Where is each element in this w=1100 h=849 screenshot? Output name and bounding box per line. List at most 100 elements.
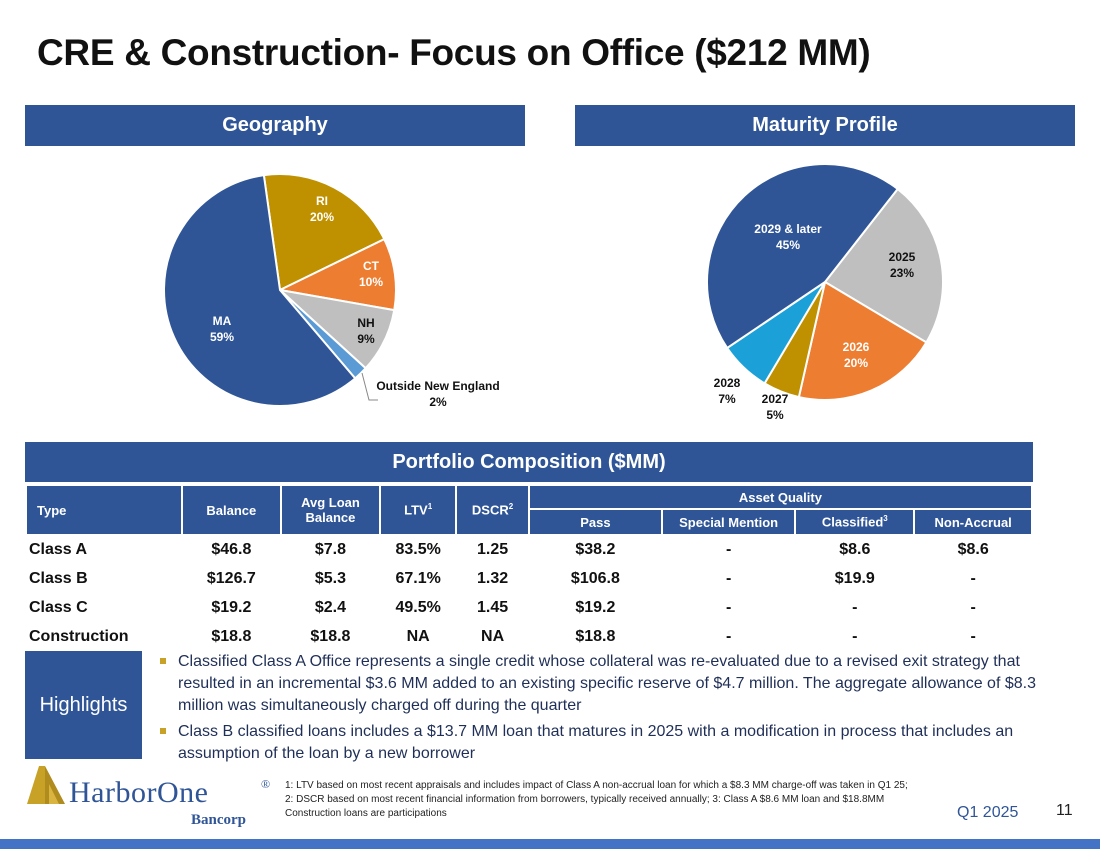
cell-special-mention: - bbox=[725, 598, 732, 616]
cell-pass: $19.2 bbox=[575, 598, 616, 616]
geo-pct-nh: 9% bbox=[357, 332, 375, 346]
mat-pct-2026: 20% bbox=[844, 356, 868, 370]
geography-pie-chart: RI 20% CT 10% NH 9% Outside New England 2% MA 59% bbox=[163, 173, 500, 409]
geo-slice-ma bbox=[163, 173, 357, 407]
mat-slice-2026 bbox=[797, 280, 928, 402]
harborone-logo: HarborOne ® Bancorp bbox=[27, 766, 270, 828]
cell-special-mention: - bbox=[725, 540, 732, 558]
cell-ltv: 49.5% bbox=[395, 598, 441, 616]
geo-slice-ct bbox=[276, 237, 397, 312]
logo-bancorp: Bancorp bbox=[191, 812, 246, 828]
col-dscr: DSCR2 bbox=[457, 486, 528, 534]
cell-ltv: 83.5% bbox=[395, 540, 441, 558]
geo-label-ct: CT bbox=[363, 259, 380, 273]
cell-special-mention: - bbox=[725, 569, 732, 587]
cell-type: Class B bbox=[29, 569, 88, 587]
mat-label-2025: 2025 bbox=[889, 250, 916, 264]
geo-label-outside-new-england: Outside New England bbox=[376, 379, 499, 393]
geo-label-ri: RI bbox=[316, 194, 328, 208]
col-ltv: LTV1 bbox=[380, 486, 456, 534]
maturity-profile-header: Maturity Profile bbox=[575, 105, 1075, 146]
highlight-bullet: Class B classified loans includes a $13.… bbox=[160, 721, 1040, 765]
cell-balance: $18.8 bbox=[211, 627, 252, 645]
cell-dscr: 1.45 bbox=[477, 598, 509, 616]
cell-type: Class A bbox=[29, 540, 88, 558]
mat-label-2027: 2027 bbox=[762, 392, 789, 406]
col-classified-label: Classified bbox=[821, 514, 884, 530]
col-avg-loan-balance: Avg Loan Balance bbox=[281, 486, 379, 534]
col-ltv-label: LTV bbox=[404, 502, 428, 518]
page-title: CRE & Construction- Focus on Office ($21… bbox=[37, 32, 871, 73]
portfolio-composition-header: Portfolio Composition ($MM) bbox=[25, 442, 1033, 482]
cell-balance: $126.7 bbox=[206, 569, 256, 587]
geo-label-ma: MA bbox=[213, 314, 232, 328]
geo-pct-ct: 10% bbox=[359, 275, 383, 289]
cell-classified: - bbox=[852, 627, 858, 645]
cell-avg-loan: $18.8 bbox=[310, 627, 351, 645]
logo-registered: ® bbox=[261, 777, 270, 791]
mat-slice-2025 bbox=[823, 187, 945, 344]
mat-pct-2029-later: 45% bbox=[776, 238, 800, 252]
cell-pass: $38.2 bbox=[575, 540, 616, 558]
cell-classified: - bbox=[852, 598, 858, 616]
mat-pct-2027: 5% bbox=[766, 408, 784, 422]
col-type: Type bbox=[27, 486, 181, 534]
mat-label-2029-later: 2029 & later bbox=[754, 222, 822, 236]
svg-text:HarborOne: HarborOne bbox=[69, 776, 208, 809]
geo-pct-outside-new-england: 2% bbox=[429, 395, 447, 409]
table-row: Class A $46.8 $7.8 83.5% 1.25 $38.2 - $8… bbox=[27, 536, 1031, 563]
highlight-bullet: Classified Class A Office represents a s… bbox=[160, 651, 1040, 717]
cell-type: Class C bbox=[29, 598, 88, 616]
cell-avg-loan: $2.4 bbox=[314, 598, 346, 616]
mat-label-2028: 2028 bbox=[714, 376, 741, 390]
col-classified: Classified3 bbox=[796, 510, 914, 534]
geo-slice-ri bbox=[262, 173, 386, 292]
geo-pct-ri: 20% bbox=[310, 210, 334, 224]
cell-ltv: NA bbox=[406, 627, 430, 645]
col-dscr-label: DSCR bbox=[471, 502, 509, 518]
cell-non-accrual: - bbox=[970, 627, 976, 645]
col-pass: Pass bbox=[529, 510, 661, 534]
cell-type: Construction bbox=[29, 627, 129, 645]
cell-non-accrual: - bbox=[970, 598, 976, 616]
classified-footnote-ref: 3 bbox=[883, 514, 888, 524]
geo-leader-outside-new-england bbox=[361, 372, 378, 401]
geo-pct-ma: 59% bbox=[210, 330, 234, 344]
col-asset-quality: Asset Quality bbox=[529, 486, 1031, 508]
logo-name: HarborOne bbox=[69, 776, 208, 809]
cell-non-accrual: $8.6 bbox=[957, 540, 989, 558]
page-number: 11 bbox=[1056, 802, 1073, 819]
col-non-accrual: Non-Accrual bbox=[915, 510, 1031, 534]
highlights-label: Highlights bbox=[25, 651, 142, 759]
logo-mark-icon bbox=[27, 766, 65, 804]
cell-balance: $46.8 bbox=[211, 540, 252, 558]
cell-avg-loan: $7.8 bbox=[314, 540, 346, 558]
table-row: Class B $126.7 $5.3 67.1% 1.32 $106.8 - … bbox=[27, 565, 1031, 592]
cell-pass: $106.8 bbox=[570, 569, 620, 587]
cell-classified: $8.6 bbox=[839, 540, 871, 558]
cell-balance: $19.2 bbox=[211, 598, 252, 616]
table-row: Construction $18.8 $18.8 NA NA $18.8 - -… bbox=[27, 623, 1031, 650]
cell-pass: $18.8 bbox=[575, 627, 616, 645]
ltv-footnote-ref: 1 bbox=[427, 502, 433, 512]
highlights-list: Classified Class A Office represents a s… bbox=[160, 651, 1040, 769]
footnote: 1: LTV based on most recent appraisals a… bbox=[285, 780, 908, 819]
mat-pct-2028: 7% bbox=[718, 392, 736, 406]
maturity-pie-chart: 2025 23% 2026 20% 2027 5% 2028 7% 2029 & later 45… bbox=[706, 163, 945, 422]
table-row: Class C $19.2 $2.4 49.5% 1.45 $19.2 - - … bbox=[27, 594, 1031, 621]
mat-slice-2029-later bbox=[706, 163, 900, 350]
cell-dscr: NA bbox=[481, 627, 505, 645]
cell-dscr: 1.25 bbox=[477, 540, 509, 558]
cell-ltv: 67.1% bbox=[395, 569, 441, 587]
quarter-label: Q1 2025 bbox=[957, 804, 1019, 821]
cell-dscr: 1.32 bbox=[477, 569, 509, 587]
cell-classified: $19.9 bbox=[834, 569, 875, 587]
cell-avg-loan: $5.3 bbox=[314, 569, 346, 587]
cell-non-accrual: - bbox=[970, 569, 976, 587]
col-balance: Balance bbox=[182, 486, 280, 534]
geography-header: Geography bbox=[25, 105, 525, 146]
dscr-footnote-ref: 2 bbox=[508, 502, 514, 512]
mat-label-2026: 2026 bbox=[843, 340, 870, 354]
mat-pct-2025: 23% bbox=[890, 266, 914, 280]
portfolio-table: Type Balance Avg Loan Balance LTV1 DSCR2… bbox=[25, 484, 1033, 652]
